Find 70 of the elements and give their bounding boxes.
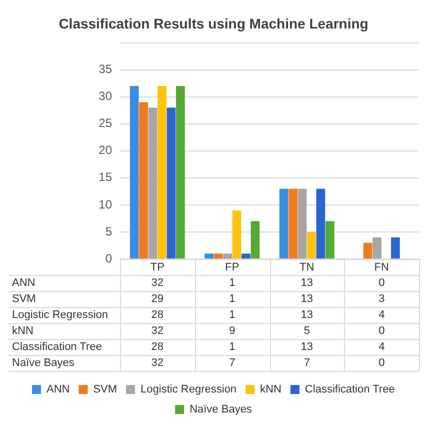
data-label: 7 bbox=[229, 357, 236, 370]
bar bbox=[372, 237, 382, 258]
data-label: 32 bbox=[151, 325, 164, 338]
y-tick-label: 30 bbox=[98, 89, 112, 104]
data-label: 13 bbox=[300, 293, 313, 306]
x-tick-label: TP bbox=[150, 262, 164, 274]
data-label: 13 bbox=[300, 277, 313, 290]
x-tick-label: TN bbox=[300, 262, 314, 274]
bar bbox=[391, 237, 400, 258]
bar bbox=[326, 221, 334, 258]
y-tick-label: 20 bbox=[98, 143, 112, 158]
chart-title: Classification Results using Machine Learning bbox=[58, 15, 368, 32]
text: ANN bbox=[12, 277, 36, 290]
y-tick-label: 0 bbox=[105, 251, 112, 266]
text: Classification Tree bbox=[12, 341, 102, 354]
x-tick-label: FN bbox=[374, 262, 390, 274]
bar bbox=[316, 188, 326, 258]
data-label: 1 bbox=[229, 309, 236, 322]
data-label: 28 bbox=[151, 309, 164, 322]
bar bbox=[158, 86, 166, 258]
legend-label: kNN bbox=[260, 384, 282, 396]
bar bbox=[288, 188, 298, 258]
data-label: 4 bbox=[378, 309, 385, 322]
data-label: 1 bbox=[229, 293, 236, 306]
bar bbox=[242, 254, 250, 258]
y-tick-label: 5 bbox=[105, 224, 112, 238]
x-tick-label: FP bbox=[225, 262, 240, 274]
bar bbox=[148, 108, 158, 258]
text: Naïve Bayes bbox=[12, 357, 74, 370]
legend-label: Logistic Regression bbox=[140, 384, 237, 396]
bar bbox=[176, 86, 185, 258]
data-label: 9 bbox=[229, 325, 236, 338]
y-tick-label: 35 bbox=[98, 62, 112, 76]
bar bbox=[214, 254, 223, 258]
data-label: 28 bbox=[151, 341, 164, 354]
y-tick-label: 25 bbox=[98, 116, 112, 130]
data-label: 0 bbox=[378, 325, 385, 338]
bar bbox=[279, 188, 288, 258]
data-label: 32 bbox=[151, 277, 164, 290]
bar bbox=[298, 188, 307, 258]
data-label: 0 bbox=[378, 357, 385, 370]
text: Logistic Regression bbox=[12, 309, 108, 322]
legend-label: ANN bbox=[46, 384, 70, 396]
bar bbox=[232, 210, 242, 258]
data-label: 32 bbox=[151, 357, 164, 370]
data-label: 13 bbox=[300, 309, 313, 322]
bar bbox=[223, 254, 232, 258]
bar bbox=[307, 232, 316, 258]
data-label: 29 bbox=[151, 293, 164, 306]
y-tick-label: 10 bbox=[98, 197, 112, 212]
data-label: 13 bbox=[300, 341, 313, 354]
data-label: 4 bbox=[378, 341, 385, 354]
data-label: 1 bbox=[229, 341, 236, 354]
legend-label: Classification Tree bbox=[304, 384, 395, 396]
bar bbox=[363, 242, 372, 258]
legend-label: Naïve Bayes bbox=[190, 404, 252, 416]
y-tick-label: 15 bbox=[98, 170, 112, 184]
data-label: 7 bbox=[304, 357, 310, 370]
bar bbox=[204, 254, 214, 258]
bar bbox=[130, 86, 139, 258]
data-label: 3 bbox=[378, 293, 385, 306]
text: SVM bbox=[12, 293, 36, 306]
bar bbox=[139, 102, 148, 258]
bar bbox=[250, 221, 260, 258]
bar bbox=[166, 108, 176, 258]
data-label: 0 bbox=[378, 277, 385, 290]
data-label: 5 bbox=[304, 325, 310, 338]
data-label: 1 bbox=[229, 277, 236, 290]
text: kNN bbox=[12, 325, 34, 338]
legend-label: SVM bbox=[93, 384, 118, 396]
